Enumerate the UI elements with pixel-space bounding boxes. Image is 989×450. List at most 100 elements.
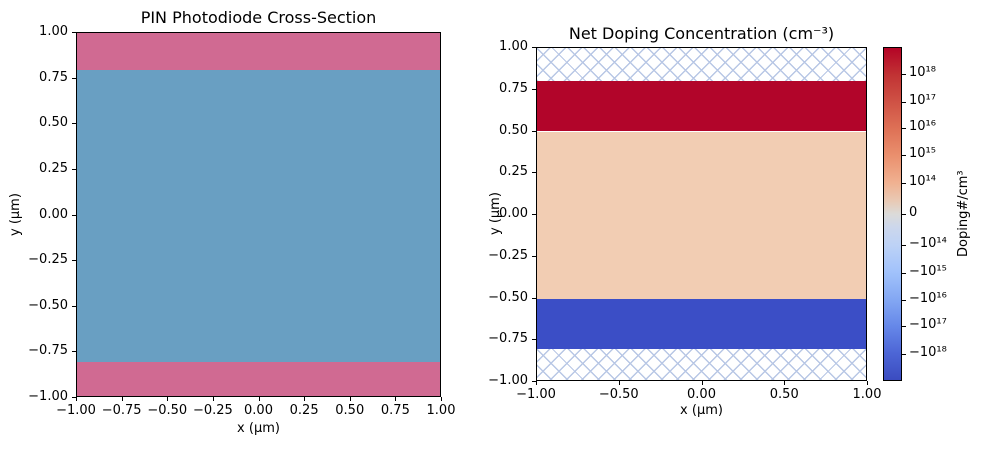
y-tick-mark <box>72 351 76 353</box>
colorbar-tick-mark <box>902 155 906 157</box>
plot-region <box>537 81 866 132</box>
y-tick-label: −0.75 <box>28 343 68 359</box>
y-tick-label: 0.25 <box>39 160 68 176</box>
x-tick-label: 0.50 <box>335 403 365 418</box>
colorbar-tick-mark <box>902 272 906 274</box>
y-tick-mark <box>532 130 536 132</box>
right-plot-axes <box>536 47 867 381</box>
y-tick-mark <box>72 260 76 262</box>
x-tick-mark <box>349 397 351 401</box>
colorbar-tick-label: 10¹⁶ <box>909 119 936 135</box>
plot-region <box>537 131 866 299</box>
y-tick-mark <box>532 88 536 90</box>
y-tick-label: −1.00 <box>488 373 528 388</box>
x-tick-label: 1.00 <box>852 387 882 402</box>
x-tick-mark <box>618 381 620 385</box>
x-tick-label: −1.00 <box>516 387 556 402</box>
y-tick-label: 1.00 <box>39 24 68 39</box>
y-tick-mark <box>532 214 536 215</box>
y-tick-mark <box>532 172 536 174</box>
x-tick-mark <box>212 397 214 401</box>
x-tick-label: −0.50 <box>598 387 639 402</box>
colorbar-tick-mark <box>902 299 906 301</box>
y-tick-mark <box>72 77 76 79</box>
colorbar-tick-mark <box>902 353 906 355</box>
x-tick-mark <box>441 397 442 401</box>
y-tick-label: −0.25 <box>488 247 528 263</box>
y-tick-label: −0.25 <box>28 252 68 268</box>
colorbar-tick-label: 10¹⁵ <box>909 146 936 162</box>
y-tick-mark <box>532 381 536 382</box>
x-tick-mark <box>76 397 77 401</box>
y-tick-mark <box>72 214 76 216</box>
x-tick-label: 0.00 <box>244 403 273 418</box>
plot-region <box>537 348 866 380</box>
y-tick-label: 0.50 <box>499 122 528 138</box>
x-tick-mark <box>784 381 786 385</box>
plot-region <box>77 69 440 362</box>
y-tick-mark <box>532 255 536 257</box>
colorbar-tick-label: −10¹⁶ <box>909 290 947 306</box>
x-tick-mark <box>121 397 123 401</box>
y-tick-label: −1.00 <box>28 389 68 404</box>
right-plot-title: Net Doping Concentration (cm⁻³) <box>568 24 835 43</box>
colorbar-tick-label: −10¹⁵ <box>909 263 947 279</box>
y-tick-label: 0.75 <box>39 69 68 85</box>
x-tick-label: −0.25 <box>192 403 233 418</box>
y-tick-label: 0.75 <box>499 80 528 96</box>
x-tick-label: −0.50 <box>147 403 188 418</box>
right-plot-xlabel: x (μm) <box>680 403 723 418</box>
colorbar-tick-label: 0 <box>909 205 918 220</box>
colorbar-tick-label: −10¹⁷ <box>909 317 947 333</box>
colorbar-tick-label: −10¹⁸ <box>909 344 947 360</box>
colorbar-tick-label: 10¹⁸ <box>909 65 936 81</box>
colorbar-tick-mark <box>902 182 906 184</box>
y-tick-label: 0.25 <box>499 164 528 180</box>
x-tick-mark <box>258 397 260 401</box>
y-tick-mark <box>532 47 536 48</box>
plot-region <box>77 33 440 70</box>
y-tick-mark <box>72 397 76 398</box>
x-tick-mark <box>701 381 703 385</box>
colorbar-tick-mark <box>902 128 906 130</box>
y-tick-label: 0.50 <box>39 115 68 131</box>
colorbar-tick-label: 10¹⁷ <box>909 92 936 108</box>
x-tick-mark <box>304 397 306 401</box>
plot-region <box>537 298 866 349</box>
left-plot-xlabel: x (μm) <box>237 421 280 436</box>
y-tick-label: −0.50 <box>28 297 68 313</box>
x-tick-label: 0.25 <box>289 403 319 418</box>
colorbar-tick-mark <box>902 326 906 328</box>
y-tick-label: −0.50 <box>488 289 528 305</box>
y-tick-label: 1.00 <box>499 39 528 54</box>
y-tick-mark <box>72 32 76 33</box>
left-plot-title: PIN Photodiode Cross-Section <box>140 8 377 27</box>
y-tick-mark <box>532 339 536 341</box>
x-tick-mark <box>395 397 397 401</box>
y-tick-label: −0.75 <box>488 331 528 347</box>
colorbar-tick-mark <box>902 101 906 103</box>
plot-region <box>537 48 866 82</box>
x-tick-label: 1.00 <box>426 403 456 418</box>
x-tick-label: 0.50 <box>769 387 799 402</box>
x-tick-mark <box>536 381 537 385</box>
y-tick-mark <box>72 168 76 170</box>
x-tick-label: −1.00 <box>56 403 96 418</box>
colorbar-tick-mark <box>902 245 906 247</box>
colorbar-tick-label: −10¹⁴ <box>909 236 947 252</box>
left-plot-axes <box>76 32 441 397</box>
plot-region <box>77 361 440 396</box>
y-tick-mark <box>72 123 76 125</box>
colorbar-tick-mark <box>902 74 906 76</box>
y-tick-label: 0.00 <box>499 206 528 221</box>
colorbar-tick-label: 10¹⁴ <box>909 173 936 189</box>
x-tick-label: 0.75 <box>380 403 410 418</box>
y-tick-mark <box>532 297 536 299</box>
x-tick-mark <box>167 397 169 401</box>
y-tick-mark <box>72 305 76 307</box>
x-tick-label: −0.75 <box>101 403 142 418</box>
y-tick-label: 0.00 <box>39 206 68 222</box>
x-tick-mark <box>867 381 868 385</box>
colorbar-label: Doping#/cm³ <box>956 170 971 258</box>
